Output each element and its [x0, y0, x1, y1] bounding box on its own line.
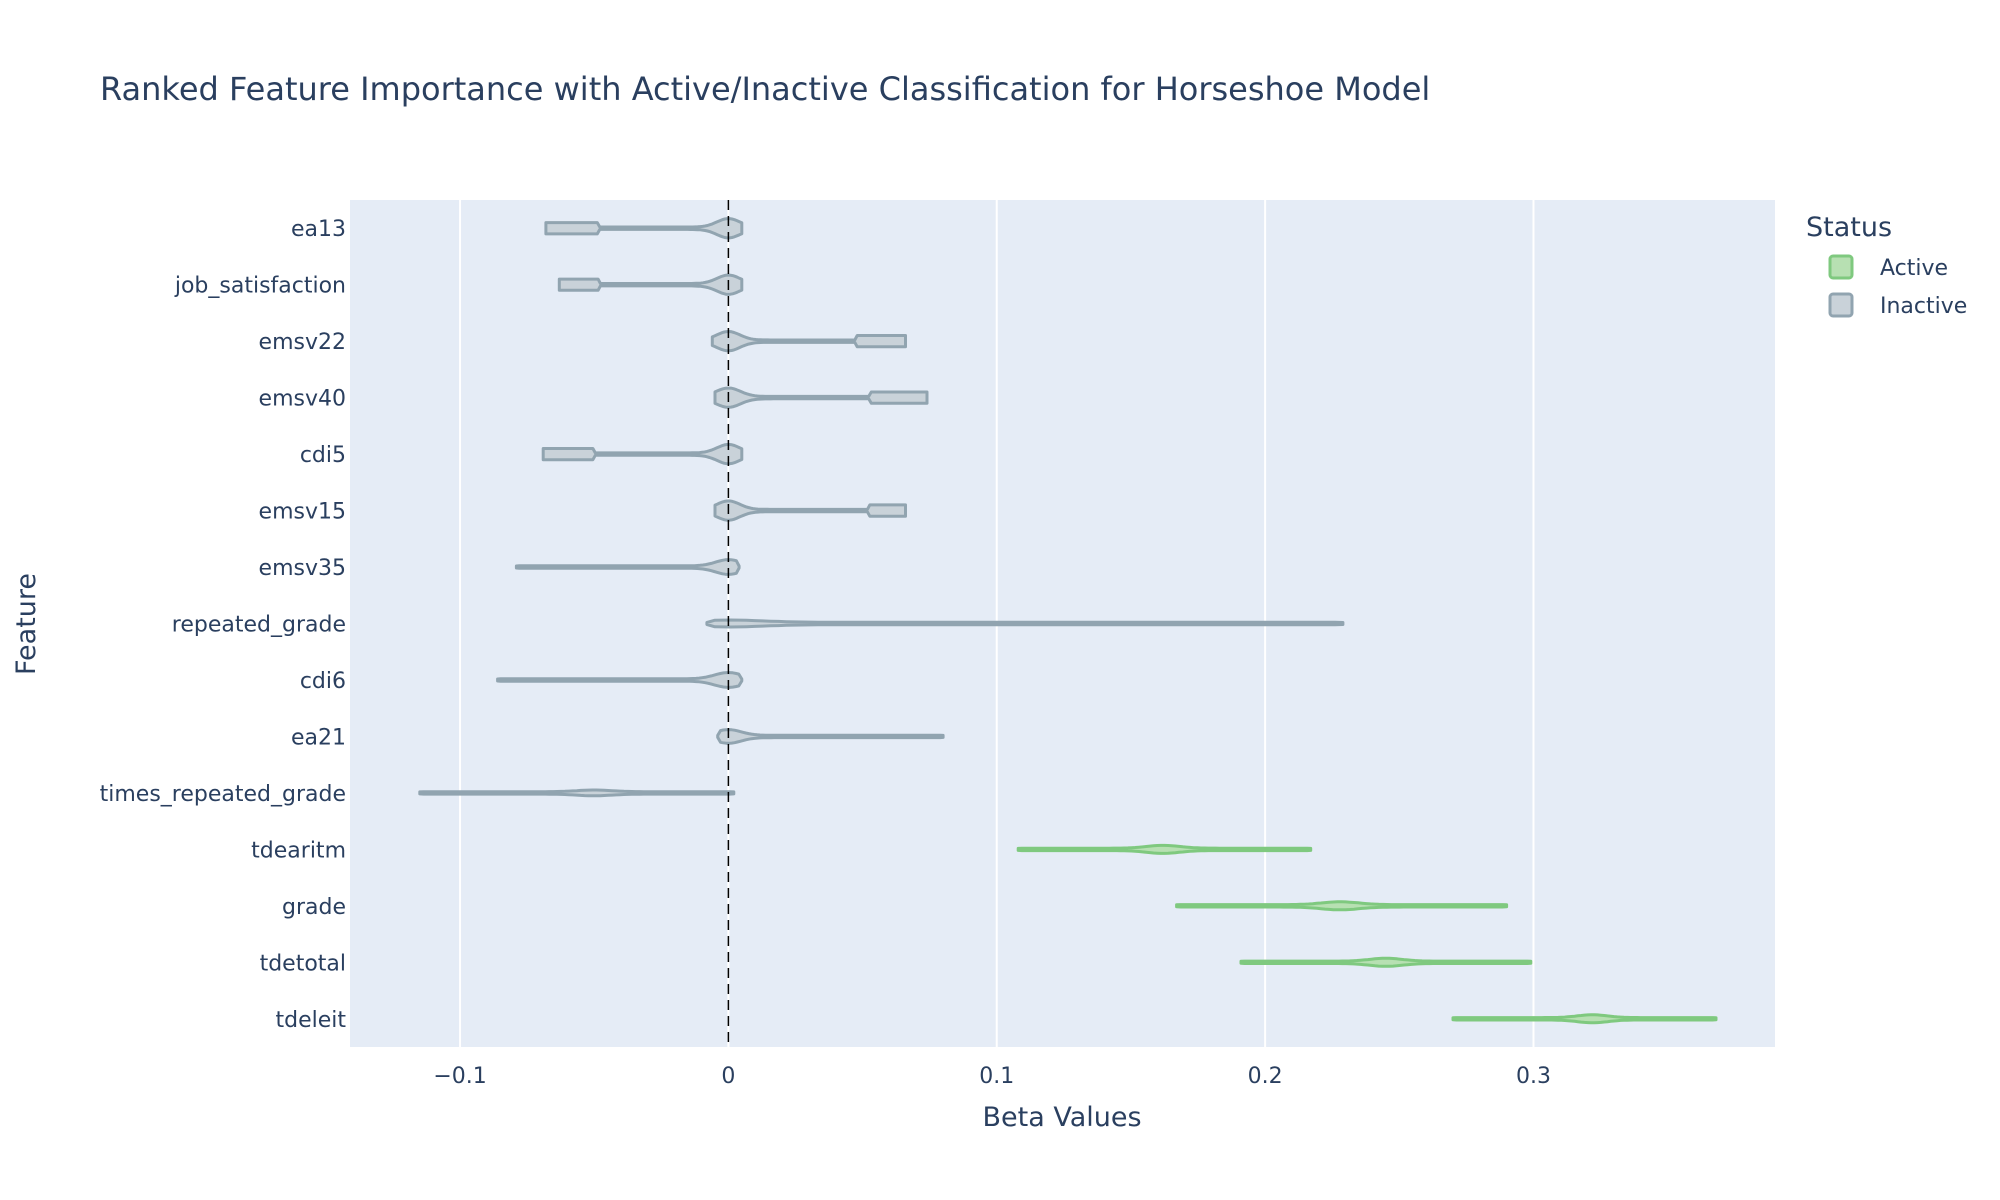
legend-label: Active: [1880, 256, 1948, 281]
y-tick-label-times_repeated_grade: times_repeated_grade: [100, 782, 346, 807]
y-tick-label-ea21: ea21: [291, 725, 346, 750]
plot-area: [350, 200, 1775, 1047]
y-tick-label-emsv40: emsv40: [259, 387, 346, 412]
x-tick-label: 0.1: [979, 1064, 1014, 1089]
y-tick-label-grade: grade: [282, 895, 346, 920]
y-tick-label-emsv22: emsv22: [259, 330, 346, 355]
x-tick-label: −0.1: [433, 1064, 486, 1089]
y-tick-label-job_satisfaction: job_satisfaction: [174, 274, 346, 299]
legend-title: Status: [1806, 212, 1892, 243]
legend-label: Inactive: [1880, 294, 1967, 319]
violin-repeated_grade: [707, 620, 1343, 627]
chart-title: Ranked Feature Importance with Active/In…: [100, 70, 1430, 108]
y-tick-label-tdearitm: tdearitm: [251, 838, 346, 863]
y-tick-label-tdeleit: tdeleit: [275, 1008, 346, 1033]
violin-times_repeated_grade: [420, 790, 734, 796]
legend-swatch: [1830, 256, 1852, 278]
x-axis-title: Beta Values: [982, 1102, 1141, 1133]
legend-item-active[interactable]: Active: [1830, 256, 1948, 281]
y-tick-label-emsv15: emsv15: [259, 500, 346, 525]
y-tick-label-repeated_grade: repeated_grade: [172, 613, 346, 638]
legend-item-inactive[interactable]: Inactive: [1830, 294, 1967, 319]
legend-swatch: [1830, 294, 1852, 316]
y-tick-label-ea13: ea13: [291, 217, 346, 242]
y-tick-label-cdi5: cdi5: [300, 443, 346, 468]
y-axis-title: Feature: [11, 573, 42, 675]
x-tick-label: 0.2: [1248, 1064, 1283, 1089]
y-tick-label-emsv35: emsv35: [259, 556, 346, 581]
y-tick-label-cdi6: cdi6: [300, 669, 346, 694]
x-tick-label: 0: [721, 1064, 735, 1089]
x-tick-label: 0.3: [1516, 1064, 1551, 1089]
y-tick-label-tdetotal: tdetotal: [260, 951, 346, 976]
